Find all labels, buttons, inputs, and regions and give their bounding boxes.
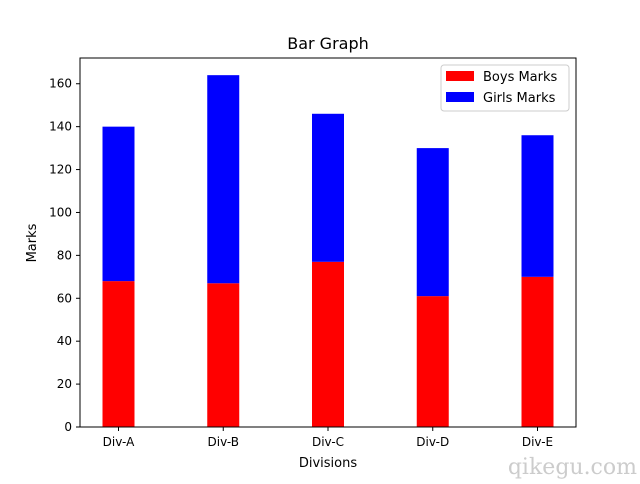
legend-swatch: [446, 71, 474, 81]
y-tick-label: 100: [49, 205, 72, 219]
y-tick-label: 40: [57, 334, 72, 348]
x-tick-label: Div-D: [416, 435, 449, 449]
bar-div-b-boys-marks: [207, 283, 240, 427]
watermark: qikegu.com: [508, 455, 637, 480]
axes-layer: 0 20 40 60 80 100 120 140 160 Div-A Div-B Div-C Div-…: [49, 57, 577, 449]
bar-div-a-boys-marks: [102, 281, 135, 427]
y-tick-label: 120: [49, 163, 72, 177]
chart-title: Bar Graph: [287, 34, 369, 53]
bar-div-d-girls-marks: [416, 148, 449, 297]
legend-swatch: [446, 92, 474, 102]
y-tick-label: 60: [57, 291, 72, 305]
y-tick-label: 0: [64, 420, 72, 434]
y-tick-label: 160: [49, 77, 72, 91]
x-axis-label: Divisions: [299, 456, 358, 471]
y-tick-label: 140: [49, 120, 72, 134]
x-tick-label: Div-E: [522, 435, 553, 449]
bar-div-b-girls-marks: [207, 75, 240, 284]
bar-div-e-girls-marks: [521, 135, 554, 277]
x-tick-label: Div-C: [312, 435, 344, 449]
bars-layer: [102, 75, 554, 427]
legend-label: Girls Marks: [483, 91, 556, 106]
bar-div-d-boys-marks: [416, 296, 449, 427]
bar-div-c-girls-marks: [312, 113, 344, 262]
y-tick-label: 20: [57, 377, 72, 391]
x-tick-label: Div-A: [103, 435, 135, 449]
bar-div-a-girls-marks: [102, 126, 135, 282]
bar-div-c-boys-marks: [312, 261, 344, 427]
legend: Boys Marks Girls Marks: [440, 64, 570, 112]
legend-label: Boys Marks: [483, 70, 558, 85]
y-axis-label: Marks: [25, 223, 40, 262]
x-tick-label: Div-B: [208, 435, 240, 449]
y-tick-label: 80: [57, 248, 72, 262]
bar-div-e-boys-marks: [521, 276, 554, 427]
